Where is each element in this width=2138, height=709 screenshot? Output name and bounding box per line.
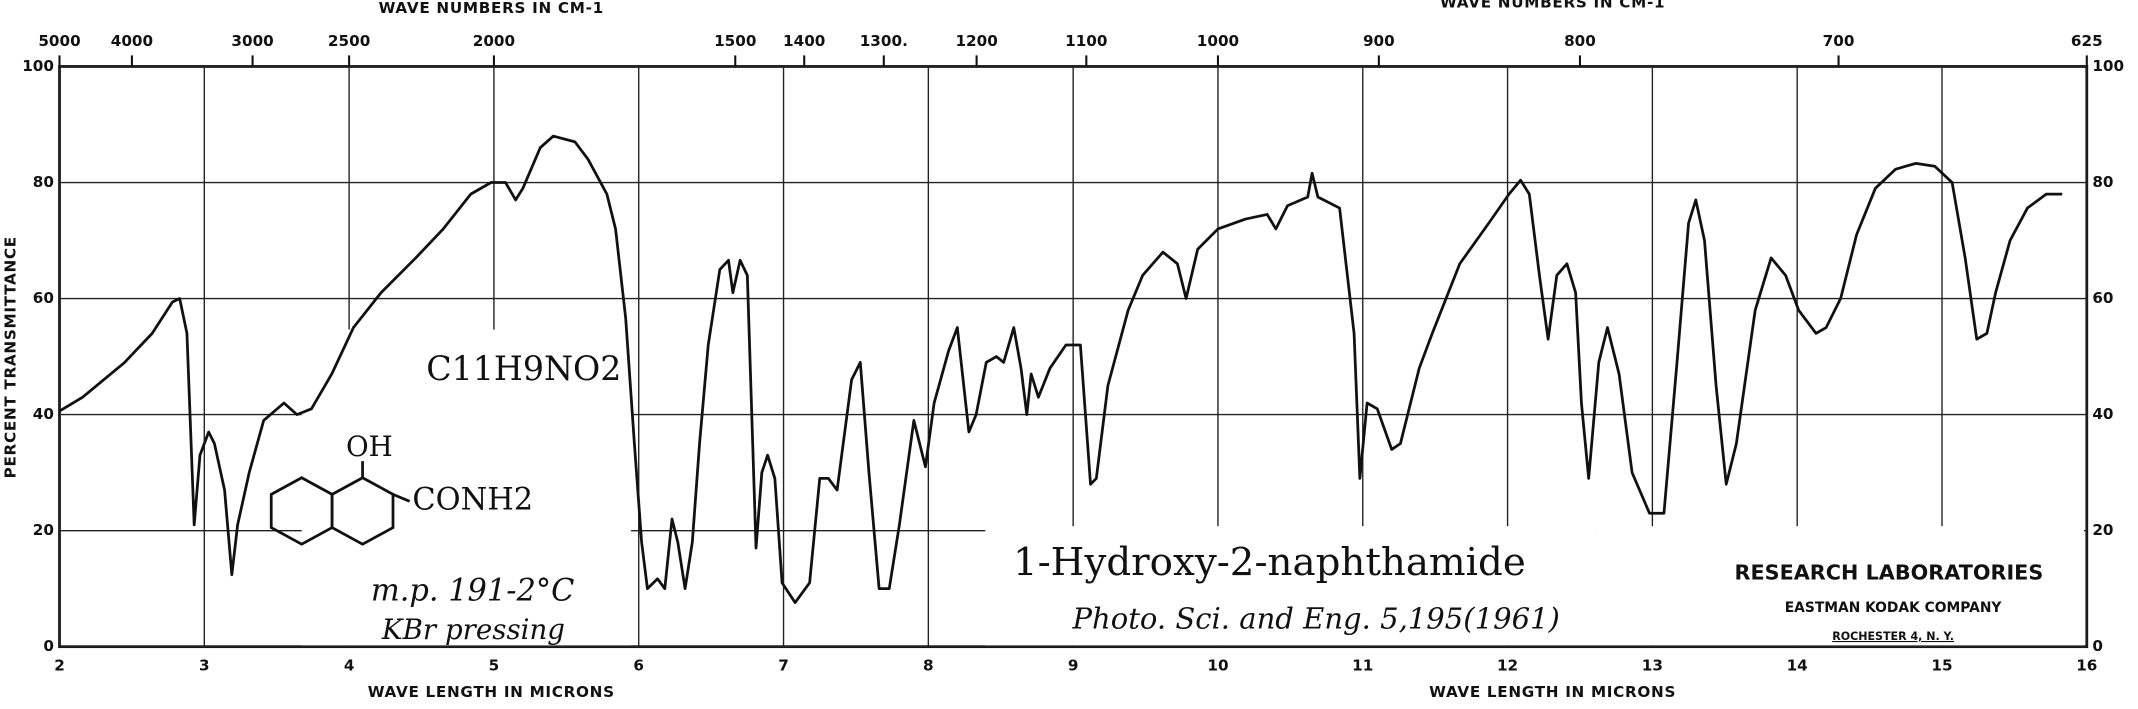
x-tick-label: 14: [1787, 657, 1808, 675]
x-axis-title: WAVE LENGTH IN MICRONS: [368, 683, 615, 701]
ring: [269, 476, 334, 546]
x-tick-label: 5: [489, 657, 500, 675]
x-tick-label: 9: [1068, 657, 1079, 675]
y-tick-label: 20: [33, 521, 54, 539]
mask-layer: [269, 329, 2085, 646]
y-tick-label: 100: [22, 57, 54, 75]
x-tick-label: 15: [1931, 657, 1952, 675]
label-panel: [1594, 526, 2085, 646]
y2-tick-label: 0: [2092, 637, 2103, 655]
x-tick-label: 10: [1207, 657, 1228, 675]
label-panel: [301, 329, 632, 646]
x-tick-label: 3: [199, 657, 210, 675]
x-tick-label: 7: [778, 657, 789, 675]
lab-name: RESEARCH LABORATORIES: [1735, 560, 2044, 584]
melting-point: m.p. 191-2°C: [371, 574, 575, 609]
y-tick-label: 60: [33, 289, 54, 307]
x2-tick-label: 800: [1564, 32, 1596, 50]
y2-tick-label: 80: [2092, 173, 2113, 191]
x-tick-label: 2: [54, 657, 65, 675]
naphthalene-structure: [269, 461, 411, 546]
x2-tick-label: 1300.: [860, 32, 908, 50]
y2-tick-label: 60: [2092, 289, 2113, 307]
y-tick-label: 80: [33, 173, 54, 191]
y2-tick-label: 40: [2092, 405, 2113, 423]
x2-tick-label: 4000: [111, 32, 153, 50]
y2-tick-label: 100: [2092, 57, 2124, 75]
y-axis-title: PERCENT TRANSMITTANCE: [2, 236, 20, 478]
x-axis-title: WAVE LENGTH IN MICRONS: [1429, 683, 1676, 701]
reference: Photo. Sci. and Eng. 5,195(1961): [1071, 601, 1559, 635]
y-tick-label: 40: [33, 405, 54, 423]
x2-tick-label: 1400: [783, 32, 825, 50]
x2-tick-label: 625: [2071, 32, 2103, 50]
top-axis-title: WAVE NUMBERS IN CM-1: [1440, 0, 1665, 11]
x2-tick-label: 2000: [473, 32, 515, 50]
y-tick-label: 0: [43, 637, 54, 655]
x2-tick-label: 1500: [714, 32, 756, 50]
x-tick-label: 12: [1497, 657, 1518, 675]
x2-tick-label: 1100: [1065, 32, 1107, 50]
top-axis-title: WAVE NUMBERS IN CM-1: [379, 0, 604, 17]
spectrum-line: [58, 134, 2063, 604]
location: ROCHESTER 4, N. Y.: [1832, 630, 1954, 643]
x2-tick-label: 900: [1363, 32, 1395, 50]
x2-tick-label: 1200: [955, 32, 997, 50]
x2-tick-label: 2500: [328, 32, 370, 50]
x-tick-label: 11: [1352, 657, 1373, 675]
x2-tick-label: 3000: [231, 32, 273, 50]
compound-name: 1-Hydroxy-2-naphthamide: [1013, 540, 1526, 585]
x-tick-label: 6: [633, 657, 644, 675]
x-tick-label: 16: [2076, 657, 2097, 675]
line-layer: [58, 134, 2063, 604]
company: EASTMAN KODAK COMPANY: [1785, 600, 2003, 616]
structure-label: CONH2: [412, 482, 533, 517]
x-tick-label: 4: [344, 657, 355, 675]
bond: [392, 493, 411, 503]
x2-tick-label: 1000: [1197, 32, 1239, 50]
x2-tick-label: 700: [1823, 32, 1855, 50]
formula: C11H9NO2: [426, 349, 621, 388]
x-tick-label: 8: [923, 657, 934, 675]
label-panel: [985, 526, 1595, 646]
x2-tick-label: 5000: [38, 32, 80, 50]
structure-label: OH: [346, 430, 393, 463]
method: KBr pressing: [381, 613, 565, 646]
y2-tick-label: 20: [2092, 521, 2113, 539]
x-tick-label: 13: [1642, 657, 1663, 675]
